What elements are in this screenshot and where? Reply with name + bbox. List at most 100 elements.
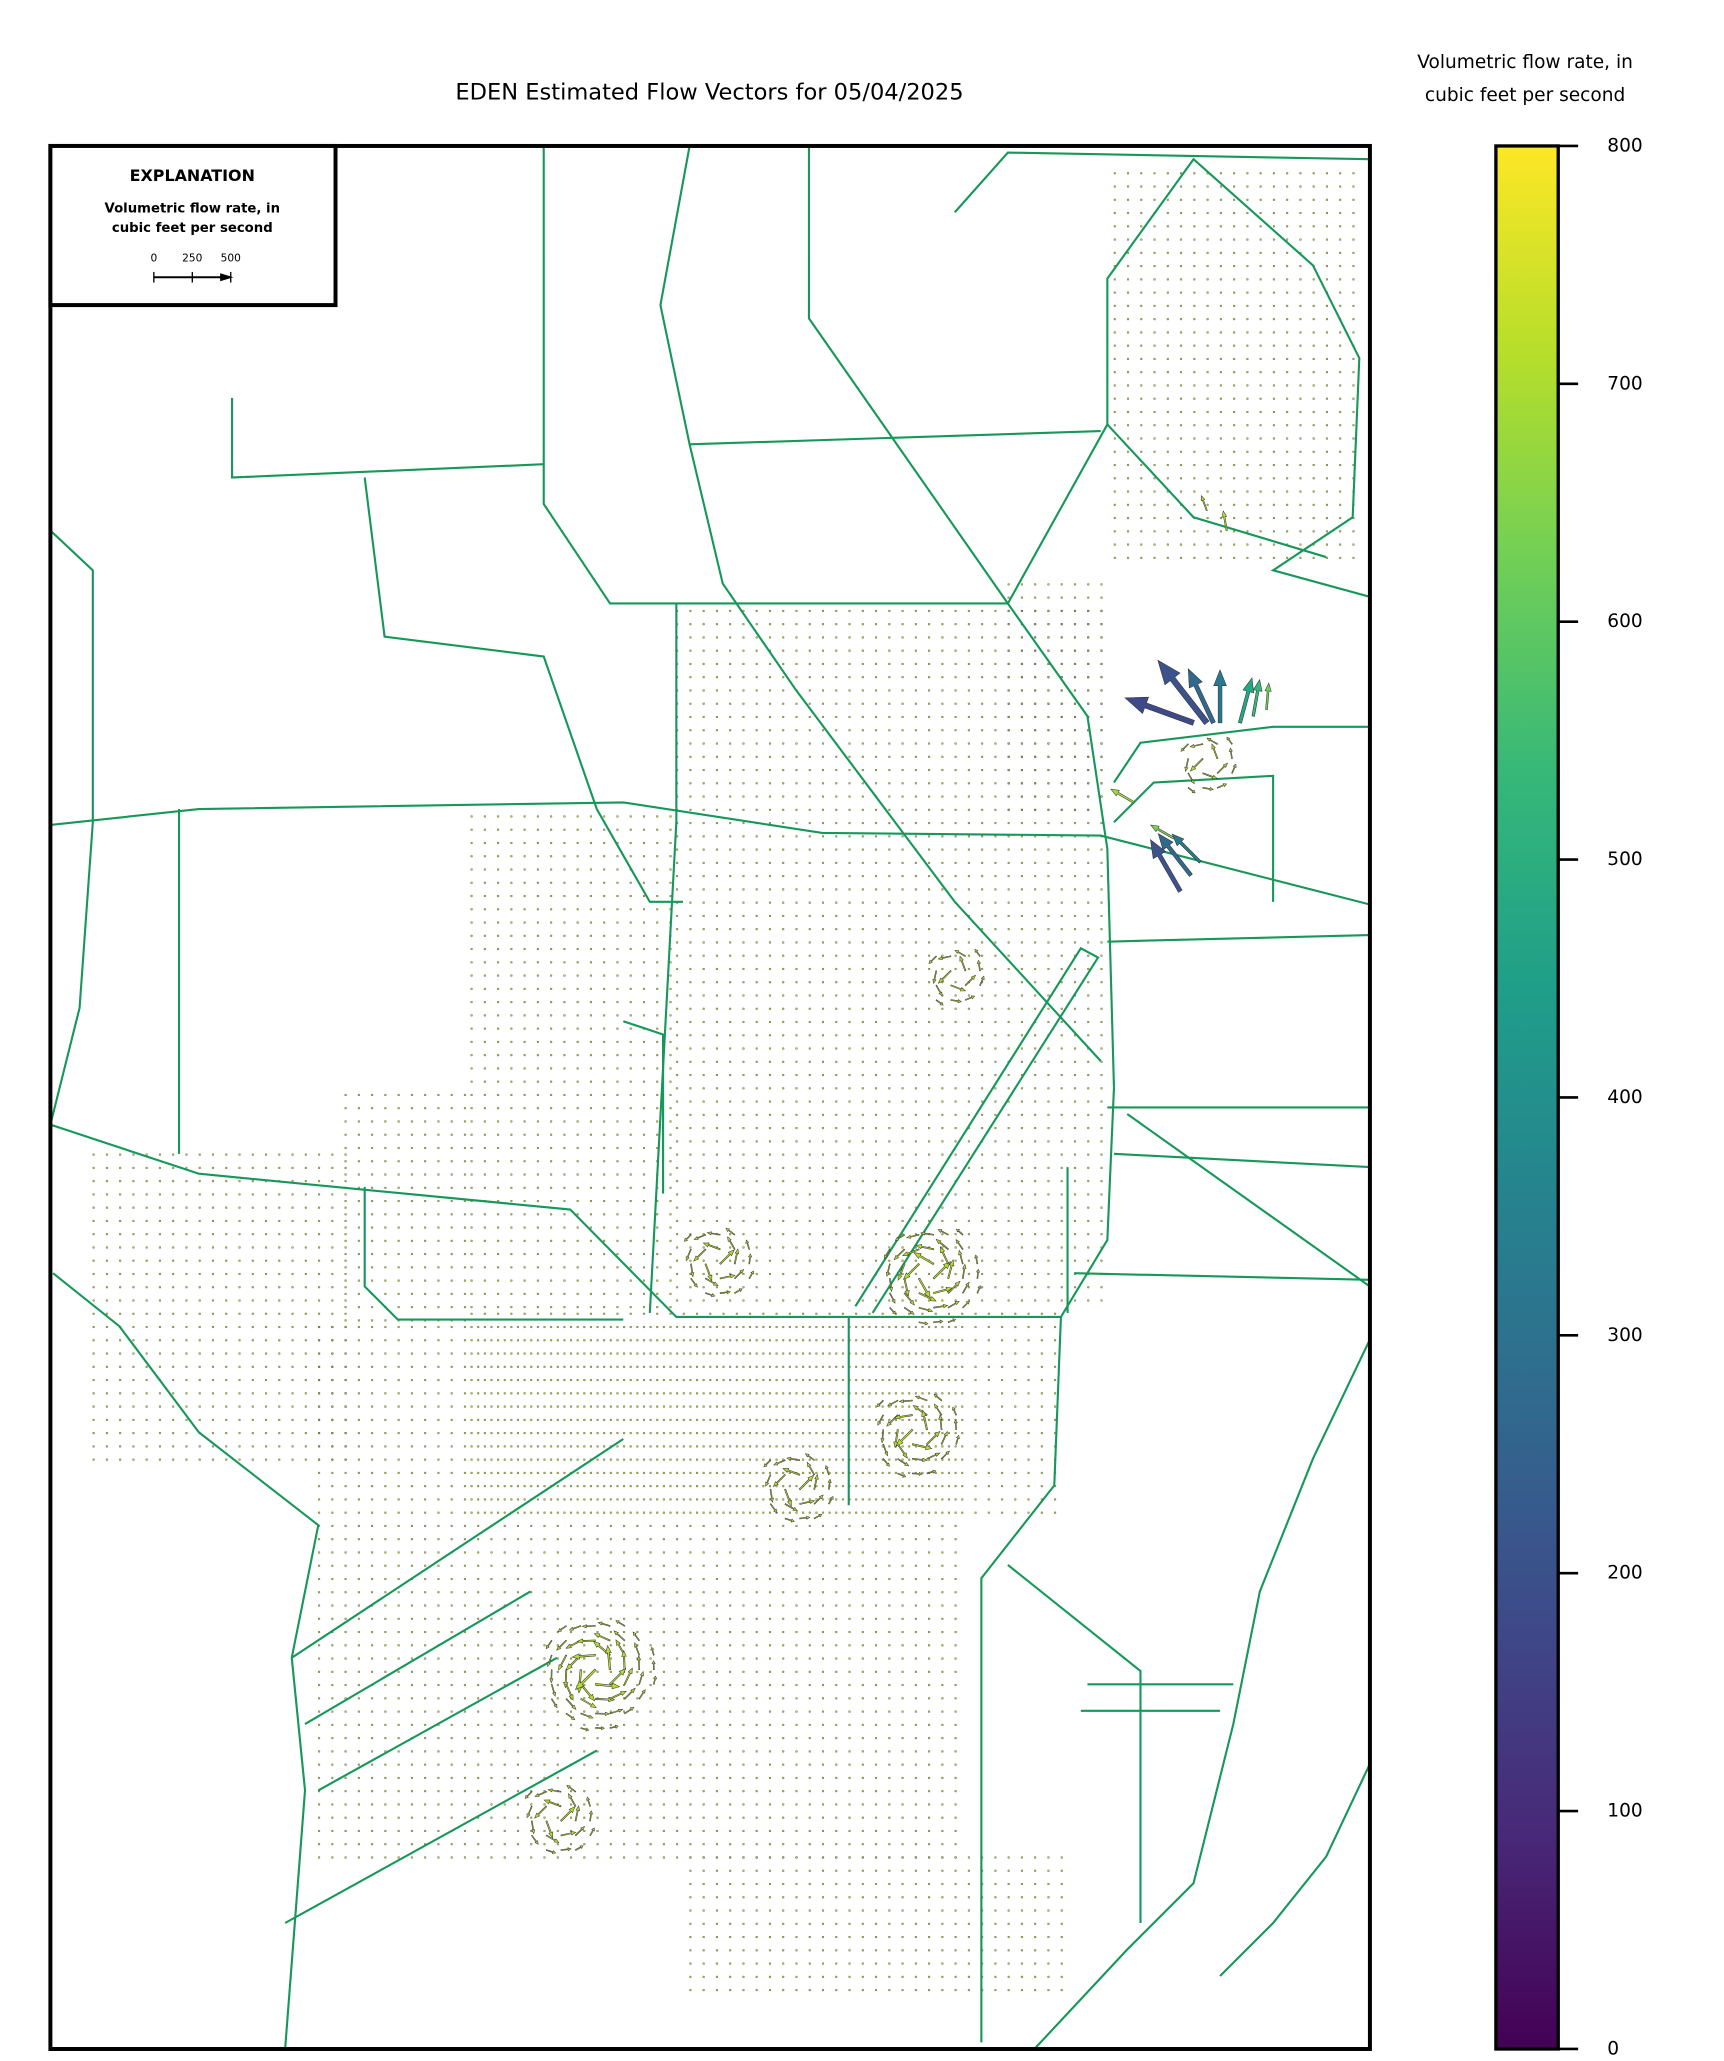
flow-vector (898, 1399, 913, 1404)
canal (284, 1438, 624, 1924)
flow-vector (719, 1290, 731, 1295)
flow-vector (918, 1306, 934, 1313)
canal (1113, 725, 1370, 784)
flow-vector (575, 1668, 597, 1691)
flow-vector (1238, 677, 1255, 724)
colorbar-tick-label: 0 (1607, 2038, 1619, 2059)
flow-vector (557, 1625, 567, 1632)
flow-vector (784, 1488, 792, 1507)
flow-vector (933, 1304, 949, 1309)
flow-vector (974, 948, 981, 957)
flow-vector (897, 1472, 907, 1478)
flow-vector (1187, 668, 1216, 725)
flow-vector (955, 1239, 964, 1250)
flow-vector (947, 1259, 955, 1279)
flow-vector (1187, 772, 1195, 785)
flow-vector (806, 1461, 816, 1476)
flow-vector (605, 1644, 612, 1671)
canals (50, 145, 1370, 2049)
flow-vector (918, 1321, 929, 1326)
flow-vector (937, 969, 952, 984)
flow-vector (950, 984, 967, 992)
flow-vector (938, 1414, 943, 1431)
flow-vector (683, 1234, 692, 1242)
flow-vector (1184, 758, 1190, 772)
canal (1066, 1106, 1370, 1313)
flow-vector (964, 974, 977, 987)
flow-vector (702, 1242, 721, 1251)
explanation-label: Volumetric flow rate, in (105, 201, 280, 216)
colorbar-tick-label: 200 (1607, 1563, 1642, 1584)
flow-vector (609, 1668, 627, 1686)
flow-vector (918, 1292, 937, 1302)
flow-vector (940, 1430, 948, 1445)
flow-vector (928, 955, 937, 964)
flow-vector (565, 1698, 577, 1711)
flow-vector (623, 1687, 636, 1700)
flow-vector (1189, 743, 1204, 748)
canal (807, 145, 1116, 1088)
canal (1219, 1763, 1370, 1977)
explanation: EXPLANATION Volumetric flow rate, in cub… (48, 143, 338, 308)
flow-vector (976, 959, 981, 972)
flow-vector (545, 1639, 553, 1650)
flow-vector (734, 1288, 743, 1294)
flow-vector (574, 1845, 584, 1851)
flow-vector (690, 1263, 695, 1278)
flow-vector (580, 1727, 590, 1732)
canal (1107, 933, 1370, 943)
canal (231, 397, 544, 479)
flow-vector (935, 999, 944, 1006)
canal (1106, 423, 1327, 559)
flow-vector (638, 1689, 646, 1700)
colorbar (1494, 144, 1560, 2051)
flow-vector (962, 1300, 970, 1309)
flow-vector (958, 1249, 964, 1265)
flow-vector (895, 1428, 914, 1447)
flow-vector (914, 1395, 928, 1402)
colorbar-label: Volumetric flow rate, in (1417, 52, 1633, 73)
canal (954, 151, 1370, 213)
flow-vector (609, 1708, 624, 1715)
flow-vector (798, 1474, 815, 1491)
flow-vector (545, 1849, 557, 1854)
flow-vector (1150, 838, 1183, 893)
flow-vector (574, 1826, 586, 1837)
flow-vector (609, 1724, 619, 1729)
flow-vector (804, 1453, 815, 1461)
flow-vector (719, 1249, 735, 1265)
flow-vector (959, 955, 967, 972)
flow-vector (976, 1285, 982, 1294)
flow-vector (1264, 682, 1272, 710)
flow-vector (531, 1834, 539, 1845)
flow-vector (937, 955, 952, 961)
flow-vector (937, 1229, 949, 1236)
flow-vector (1231, 763, 1237, 774)
flow-vector (889, 1278, 894, 1292)
flow-vector (934, 1403, 943, 1416)
colorbar-tick-label: 300 (1607, 1325, 1642, 1346)
flow-vector (1226, 736, 1233, 745)
explanation-heading: EXPLANATION (130, 166, 255, 185)
flow-vector (632, 1631, 640, 1642)
canal (50, 1087, 1116, 1319)
flow-vector (947, 1318, 957, 1324)
flow-vector (974, 1254, 979, 1265)
canal (363, 1186, 624, 1321)
colorbar-tick-label: 500 (1607, 849, 1642, 870)
flow-vector (786, 1456, 801, 1461)
flow-vector (903, 1306, 915, 1315)
flow-vector (588, 1810, 593, 1822)
flow-vector (889, 1306, 896, 1315)
flow-vector (595, 1711, 611, 1716)
flow-vector (733, 1248, 740, 1265)
flow-vector (782, 1468, 801, 1476)
flow-vector (964, 995, 976, 1001)
flow-vector (1150, 824, 1175, 840)
flow-vector (950, 999, 962, 1004)
flow-vector (911, 1443, 933, 1450)
flow-vector (1251, 678, 1263, 717)
flow-vector (1228, 747, 1233, 760)
scale-ticks: 0 250 500 (150, 253, 241, 283)
